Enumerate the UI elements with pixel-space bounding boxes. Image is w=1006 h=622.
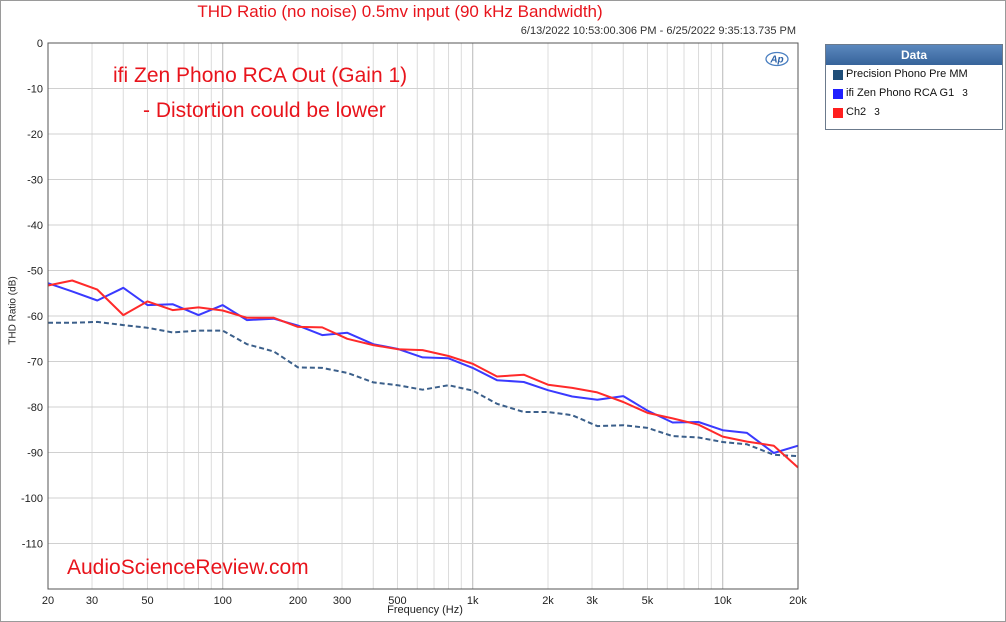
y-tick-label: -40	[27, 220, 43, 232]
legend-swatch	[833, 70, 843, 80]
x-tick-label: 3k	[586, 595, 598, 607]
y-tick-label: -80	[27, 402, 43, 414]
x-axis-label: Frequency (Hz)	[387, 604, 463, 616]
ap-logo-text: Ap	[769, 55, 783, 66]
y-axis-label: THD Ratio (dB)	[7, 276, 19, 345]
y-tick-label: -30	[27, 175, 43, 187]
y-tick-label: 0	[37, 38, 43, 50]
legend-item[interactable]: Ch2 3	[826, 103, 1002, 122]
y-tick-label: -100	[21, 493, 43, 505]
legend-swatch	[833, 89, 843, 99]
y-tick-label: -60	[27, 311, 43, 323]
legend-item[interactable]: ifi Zen Phono RCA G1 3	[826, 84, 1002, 103]
y-tick-label: -90	[27, 448, 43, 460]
x-tick-label: 2k	[542, 595, 554, 607]
x-tick-label: 50	[141, 595, 153, 607]
x-tick-label: 200	[289, 595, 307, 607]
legend-header: Data	[826, 45, 1002, 65]
series-line	[47, 282, 799, 454]
x-tick-label: 20k	[789, 595, 807, 607]
y-tick-label: -10	[27, 84, 43, 96]
annotation-title: ifi Zen Phono RCA Out (Gain 1)	[113, 64, 408, 87]
x-tick-label: 1k	[467, 595, 479, 607]
legend[interactable]: Data Precision Phono Pre MM ifi Zen Phon…	[825, 44, 1003, 130]
legend-label: Precision Phono Pre MM	[846, 68, 968, 80]
legend-count: 3	[874, 107, 880, 118]
legend-label: ifi Zen Phono RCA G1	[846, 87, 955, 99]
grid	[47, 42, 799, 589]
x-tick-label: 500	[388, 595, 406, 607]
annotation-note: - Distortion could be lower	[143, 99, 386, 122]
x-tick-label: 300	[333, 595, 351, 607]
legend-item[interactable]: Precision Phono Pre MM	[826, 65, 1002, 84]
legend-label: Ch2	[846, 106, 867, 118]
x-tick-label: 30	[86, 595, 98, 607]
timestamp: 6/13/2022 10:53:00.306 PM - 6/25/2022 9:…	[520, 25, 796, 37]
ap-logo: Ap	[764, 50, 790, 68]
y-tick-label: -20	[27, 129, 43, 141]
x-tick-label: 10k	[714, 595, 732, 607]
chart-title: THD Ratio (no noise) 0.5mv input (90 kHz…	[197, 2, 603, 21]
y-tick-label: -50	[27, 266, 43, 278]
series-line	[48, 320, 799, 458]
y-tick-label: -110	[22, 539, 43, 551]
legend-swatch	[833, 108, 843, 118]
legend-count: 3	[962, 88, 968, 99]
x-tick-label: 100	[214, 595, 232, 607]
y-tick-label: -70	[27, 357, 43, 369]
series-group	[47, 279, 799, 469]
plot-border	[47, 42, 799, 590]
tick-labels: 20 30 50 100 200 300 500 1k 2k 3k 5k 10k 20k 0 -10 -20 -…	[21, 38, 807, 607]
series-line	[47, 279, 799, 469]
x-tick-label: 20	[42, 595, 54, 607]
watermark: AudioScienceReview.com	[67, 556, 309, 579]
x-tick-label: 5k	[642, 595, 654, 607]
